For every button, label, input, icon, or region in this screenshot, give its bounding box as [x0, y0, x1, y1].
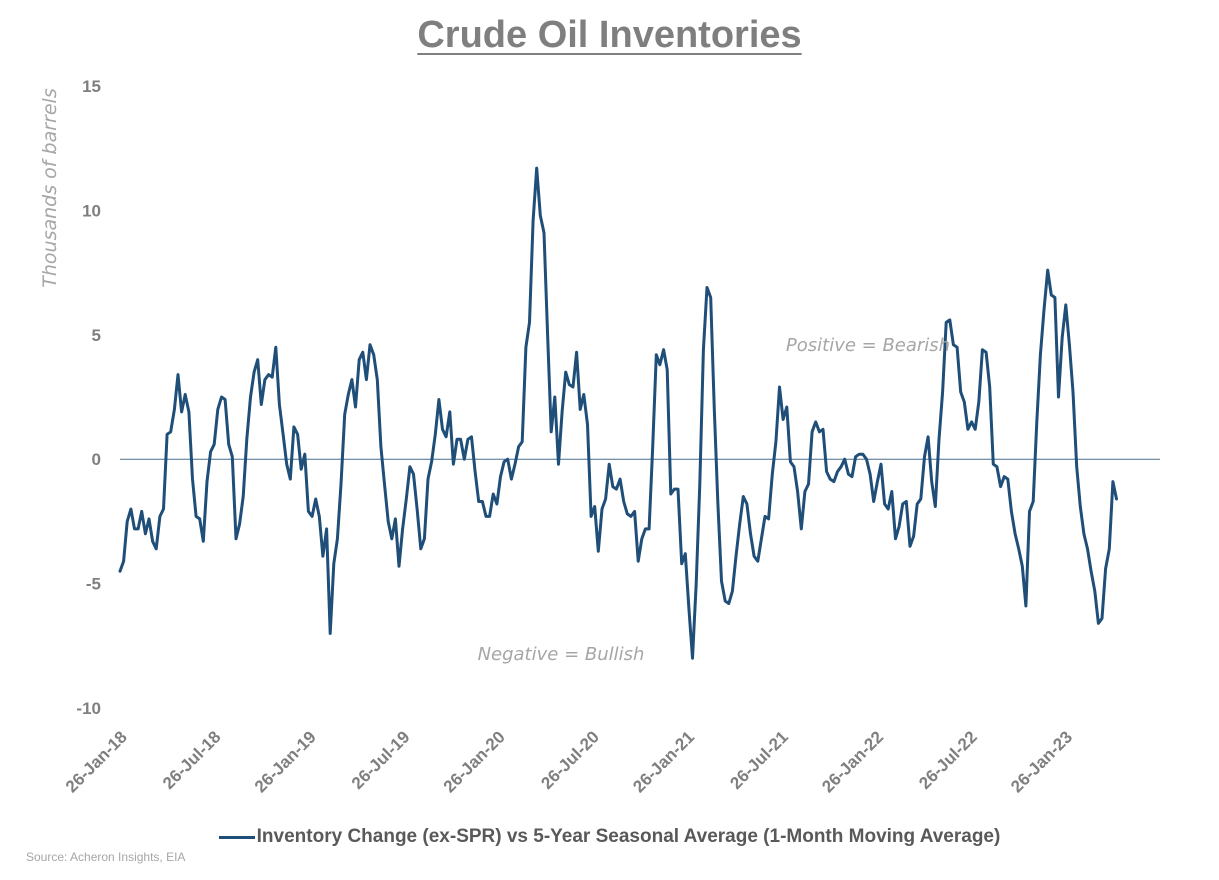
y-tick-label: 5	[92, 326, 101, 345]
chart-title: Crude Oil Inventories	[417, 14, 802, 56]
x-tick-label: 26-Jul-21	[726, 727, 792, 793]
x-tick-label: 26-Jan-18	[62, 727, 131, 796]
annotation-positive: Positive = Bearish	[786, 335, 950, 356]
source-note: Source: Acheron Insights, EIA	[26, 850, 186, 864]
x-tick-label: 26-Jan-23	[1007, 727, 1076, 796]
y-tick-label: -5	[86, 575, 101, 594]
x-tick-label: 26-Jul-18	[159, 727, 225, 793]
legend: Inventory Change (ex-SPR) vs 5-Year Seas…	[0, 826, 1219, 848]
y-tick-label: 10	[82, 201, 101, 220]
annotation-negative: Negative = Bullish	[478, 644, 645, 665]
series-line	[118, 166, 1118, 660]
x-tick-label: 26-Jul-20	[537, 727, 603, 793]
x-tick-label: 26-Jul-22	[915, 727, 981, 793]
x-tick-label: 26-Jan-21	[629, 727, 698, 796]
legend-label: Inventory Change (ex-SPR) vs 5-Year Seas…	[256, 826, 1001, 847]
x-tick-label: 26-Jan-20	[440, 727, 509, 796]
y-axis-label: Thousands of barrels	[39, 88, 61, 288]
x-tick-label: 26-Jan-22	[818, 727, 887, 796]
legend-line-swatch	[218, 835, 255, 839]
x-axis-tick-labels: 26-Jan-18 26-Jul-18 26-Jan-19 26-Jul-19 26-J…	[62, 727, 1076, 796]
x-tick-label: 26-Jul-19	[348, 727, 414, 793]
y-tick-label: -10	[76, 699, 101, 718]
x-tick-label: 26-Jan-19	[251, 727, 320, 796]
y-axis-tick-labels: 15 10 5 0 -5 -10	[76, 77, 101, 718]
y-tick-label: 15	[82, 77, 101, 96]
y-tick-label: 0	[92, 450, 101, 469]
